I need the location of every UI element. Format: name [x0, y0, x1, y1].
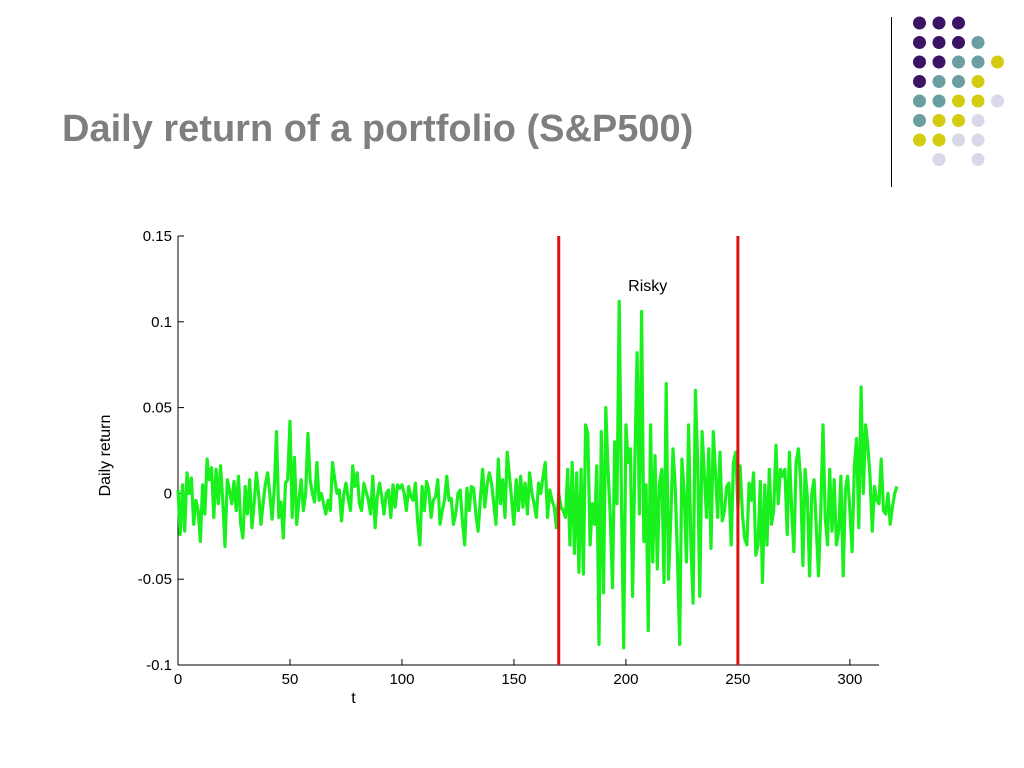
- decorative-dot-teal: [913, 94, 926, 108]
- decorative-dot-teal: [913, 114, 926, 127]
- decorative-dot-purple: [932, 55, 946, 69]
- y-tick-label: -0.1: [146, 657, 172, 674]
- decorative-dot-purple: [913, 36, 926, 49]
- decorative-dot-yellow: [952, 94, 965, 108]
- x-tick-label: 250: [725, 671, 750, 688]
- chart-axes: [177, 236, 879, 666]
- decorative-dot-lavender: [991, 94, 1004, 108]
- decorative-dot-lavender: [971, 114, 985, 127]
- x-tick-label: 100: [389, 671, 414, 688]
- decorative-dot-purple: [952, 36, 965, 49]
- risky-annotation: Risky: [628, 278, 667, 295]
- x-tick-label: 150: [501, 671, 526, 688]
- decorative-dot-yellow: [971, 75, 985, 88]
- y-tick-label: 0: [164, 485, 172, 502]
- decorative-dot-teal: [952, 55, 965, 69]
- decorative-dot-teal: [971, 55, 985, 69]
- x-axis-title: t: [351, 690, 356, 707]
- x-tick-label: 300: [837, 671, 862, 688]
- chart-ticks: -0.1 -0.05 0 0.05 0.1 0.15 0 50 100 150 200 250 300: [138, 228, 863, 688]
- decorative-dot-yellow: [932, 114, 946, 127]
- decorative-dot-grid: [913, 16, 1004, 166]
- decorative-dot-lavender: [971, 133, 985, 147]
- decorative-dot-yellow: [971, 94, 985, 108]
- title-divider-line: [891, 17, 892, 187]
- x-tick-label: 0: [174, 671, 182, 688]
- decorative-dot-lavender: [971, 153, 985, 166]
- decorative-dot-teal: [932, 94, 946, 108]
- decorative-dot-purple: [932, 36, 946, 49]
- decorative-dot-yellow: [952, 114, 965, 127]
- decorative-dot-lavender: [952, 133, 965, 147]
- y-tick-label: -0.05: [138, 571, 172, 588]
- y-tick-label: 0.05: [143, 400, 172, 417]
- decorative-dot-lavender: [932, 153, 946, 166]
- y-tick-label: 0.1: [151, 314, 172, 331]
- decorative-dot-teal: [932, 75, 946, 88]
- daily-return-series-line: [176, 299, 899, 650]
- slide-title: Daily return of a portfolio (S&P500): [62, 108, 694, 150]
- decorative-dot-teal: [952, 75, 965, 88]
- decorative-dot-purple: [913, 75, 926, 88]
- decorative-dot-purple: [932, 16, 946, 30]
- decorative-dot-purple: [913, 16, 926, 30]
- chart-vertical-markers: [557, 236, 740, 665]
- decorative-dot-purple: [913, 55, 926, 69]
- decorative-dot-yellow: [913, 133, 926, 147]
- decorative-dot-teal: [971, 36, 985, 49]
- chart-labels: Risky t Daily return: [97, 278, 667, 707]
- chart-series: [176, 299, 899, 650]
- decorative-dot-yellow: [932, 133, 946, 147]
- decorative-dot-purple: [952, 16, 965, 30]
- x-tick-label: 200: [613, 671, 638, 688]
- x-tick-label: 50: [282, 671, 299, 688]
- y-tick-label: 0.15: [143, 228, 172, 245]
- decorative-dot-yellow: [991, 55, 1004, 69]
- y-axis-title: Daily return: [97, 415, 114, 497]
